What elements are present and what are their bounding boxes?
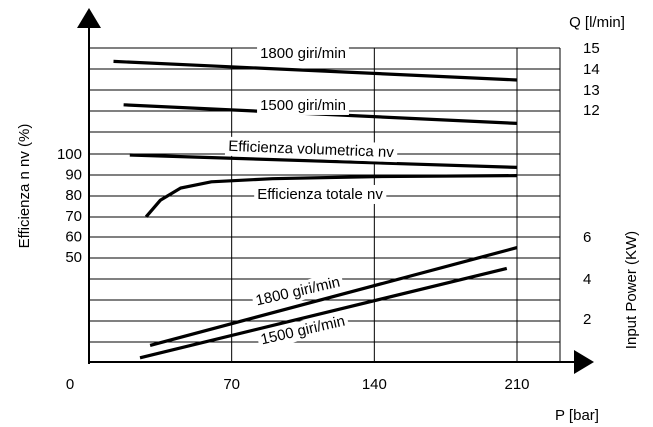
left-tick-label: 50 [65, 249, 82, 266]
axes [77, 8, 594, 374]
tick-labels: 0 70 140 210 100 90 80 70 60 50 15 14 13 12 6 4 2 [57, 40, 600, 393]
curve-label-text: Efficienza volumetrica nv [228, 138, 395, 161]
curve-flow-0 [113, 59, 518, 82]
flow-axis-title: Q [l/min] [569, 14, 625, 31]
curve-labels: 1800 giri/min 1500 giri/min Efficienza vol… [224, 43, 398, 351]
flow-tick-label: 14 [583, 61, 600, 78]
curve-label-text: 1800 giri/min [260, 45, 346, 62]
power-axis-title: Input Power (KW) [623, 231, 640, 349]
curve-label-text: Efficienza totale nv [257, 186, 383, 203]
x-tick-label: 140 [362, 376, 387, 393]
curve-power-5 [139, 266, 508, 360]
curve-label-2: Efficienza volumetrica nv [224, 136, 398, 163]
x-tick-label: 70 [223, 376, 240, 393]
curve-efficiency-2 [129, 153, 518, 169]
left-tick-label: 100 [57, 146, 82, 163]
x-tick-label: 0 [66, 376, 74, 393]
left-axis-title: Efficienza n nv (%) [16, 124, 33, 249]
flow-tick-label: 12 [583, 102, 600, 119]
left-tick-label: 70 [65, 208, 82, 225]
flow-tick-label: 13 [583, 82, 600, 99]
curve-label-text: 1500 giri/min [260, 97, 346, 114]
x-tick-label: 210 [504, 376, 529, 393]
curve-power-4 [149, 246, 518, 347]
curve-label-1: 1500 giri/min [257, 95, 349, 115]
power-tick-label: 2 [583, 311, 591, 328]
power-tick-label: 4 [583, 271, 591, 288]
curve-label-3: Efficienza totale nv [254, 184, 387, 204]
curve-efficiency-3 [144, 174, 518, 218]
curve-label-0: 1800 giri/min [257, 43, 349, 63]
power-tick-label: 6 [583, 229, 591, 246]
x-axis-title: P [bar] [555, 407, 599, 424]
curves [113, 59, 518, 360]
left-tick-label: 90 [65, 167, 82, 184]
left-tick-label: 80 [65, 187, 82, 204]
left-tick-label: 60 [65, 228, 82, 245]
grid [89, 47, 561, 362]
flow-tick-label: 15 [583, 40, 600, 57]
